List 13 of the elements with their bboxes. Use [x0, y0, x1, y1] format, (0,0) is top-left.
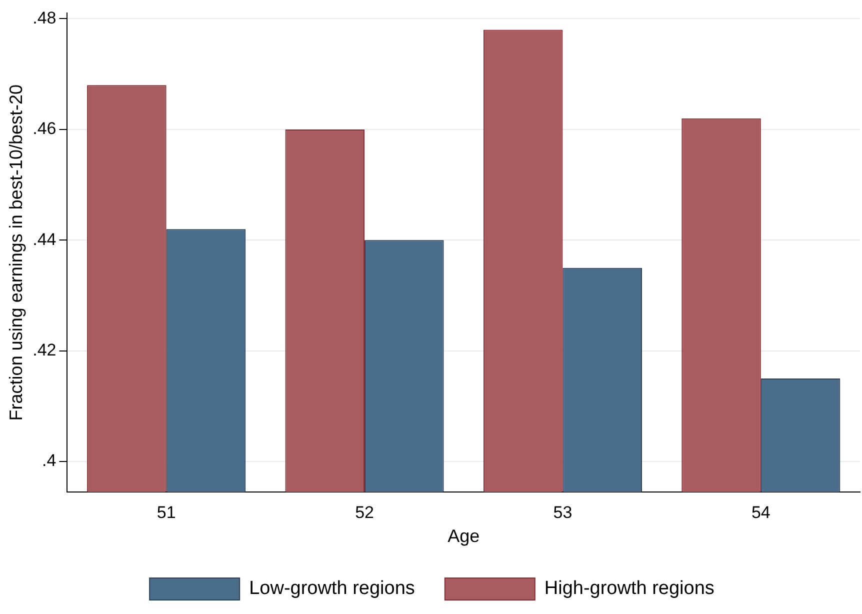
legend-label: Low-growth regions: [249, 578, 415, 600]
y-axis-title: Fraction using earnings in best-10/best-20: [6, 84, 26, 421]
y-tick-label: .46: [32, 119, 56, 138]
x-tick-label: 53: [553, 502, 572, 522]
y-tick-label: .42: [32, 340, 56, 360]
legend-label: High-growth regions: [544, 578, 714, 600]
x-tick-label: 54: [751, 502, 770, 522]
x-tick-label: 52: [355, 502, 374, 522]
y-tick-label: .44: [32, 230, 56, 249]
x-tick-label: 51: [156, 502, 176, 522]
y-tick-label: .4: [42, 451, 56, 470]
y-tick-label: .48: [32, 8, 56, 28]
x-axis-title: Age: [448, 526, 480, 546]
